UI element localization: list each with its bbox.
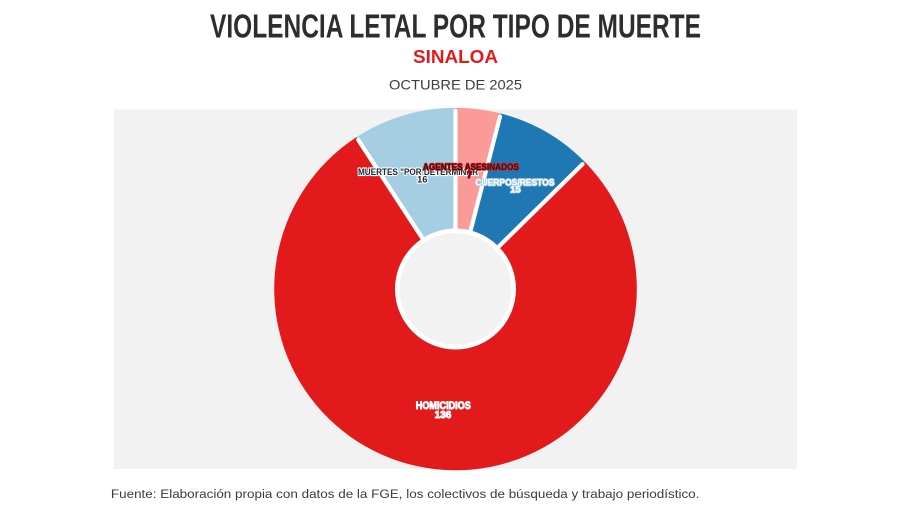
svg-text:15: 15 [510, 184, 520, 194]
svg-text:OCTUBRE DE 2025: OCTUBRE DE 2025 [389, 77, 522, 92]
svg-text:CUERPOS/RESTOS: CUERPOS/RESTOS [475, 177, 554, 187]
svg-text:7: 7 [467, 170, 472, 180]
svg-text:HOMICIDIOS: HOMICIDIOS [416, 400, 471, 412]
svg-text:VIOLENCIA LETAL POR TIPO DE MU: VIOLENCIA LETAL POR TIPO DE MUERTE [210, 7, 701, 44]
svg-text:AGENTES ASESINADOS: AGENTES ASESINADOS [423, 162, 519, 172]
svg-text:SINALOA: SINALOA [413, 47, 498, 67]
svg-text:16: 16 [417, 174, 427, 184]
svg-text:136: 136 [435, 410, 452, 421]
svg-text:MUERTES "POR DETERMINAR": MUERTES "POR DETERMINAR" [358, 167, 482, 177]
svg-text:Fuente: Elaboración propia con: Fuente: Elaboración propia con datos de … [111, 487, 700, 501]
